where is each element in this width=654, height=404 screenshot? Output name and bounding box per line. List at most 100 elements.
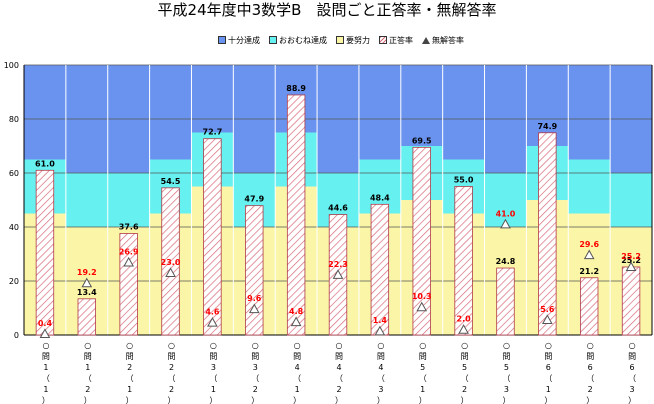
noanswer-marker bbox=[583, 249, 595, 260]
x-tick-label: 問 bbox=[293, 352, 301, 361]
correct-value-label: 21.2 bbox=[579, 267, 599, 276]
chart-title: 平成24年度中3数学B 設問ごと正答率・無解答率 bbox=[157, 1, 497, 19]
correct-bar bbox=[245, 205, 264, 336]
x-tick-label: 問 bbox=[461, 352, 469, 361]
noanswer-marker bbox=[332, 269, 344, 279]
x-tick-label: 問 bbox=[419, 352, 427, 361]
x-tick-label: （ bbox=[84, 374, 92, 383]
legend-label-band-high: 十分達成 bbox=[228, 35, 260, 45]
band-mid bbox=[610, 173, 652, 227]
y-tick-label: 0 bbox=[14, 331, 19, 340]
x-tick-label: 3 bbox=[378, 385, 383, 394]
noanswer-marker bbox=[123, 256, 135, 267]
x-tick-label: 問 bbox=[168, 352, 176, 361]
noanswer-value-label: 0.4 bbox=[38, 319, 53, 328]
x-tick-label: ） bbox=[251, 396, 259, 404]
correct-bar bbox=[203, 138, 222, 336]
noanswer-value-label: 1.4 bbox=[373, 316, 388, 325]
x-tick-label: （ bbox=[42, 374, 50, 383]
x-tick-label: 3 bbox=[504, 385, 509, 394]
x-tick-label: ○ bbox=[461, 341, 468, 350]
y-tick-label: 100 bbox=[4, 61, 19, 70]
correct-value-label: 24.8 bbox=[496, 257, 516, 266]
x-tick-label: 2 bbox=[336, 385, 341, 394]
legend-item-correct: 正答率 bbox=[379, 35, 413, 46]
x-tick-label: 4 bbox=[295, 363, 300, 372]
x-tick-label: ○ bbox=[629, 341, 636, 350]
x-tick-label: ） bbox=[209, 396, 217, 404]
x-tick-label: 問 bbox=[251, 352, 259, 361]
x-tick-label: 5 bbox=[504, 363, 509, 372]
noanswer-marker bbox=[374, 325, 386, 336]
noanswer-marker bbox=[207, 317, 218, 327]
x-tick-label: 1 bbox=[546, 385, 551, 394]
x-tick-label: ） bbox=[168, 396, 176, 404]
noanswer-value-label: 19.2 bbox=[77, 268, 97, 277]
y-tick-label: 40 bbox=[9, 223, 19, 232]
x-tick-label: 2 bbox=[169, 363, 174, 372]
correct-value-label: 74.9 bbox=[537, 122, 557, 131]
x-tick-label: 6 bbox=[630, 363, 635, 372]
x-tick-label: （ bbox=[377, 374, 385, 383]
noanswer-marker bbox=[458, 324, 469, 334]
noanswer-value-label: 10.3 bbox=[412, 292, 432, 301]
noanswer-marker bbox=[248, 303, 260, 314]
x-tick-label: ） bbox=[461, 396, 469, 404]
band-mid bbox=[107, 173, 150, 227]
correct-bar bbox=[538, 132, 557, 336]
x-tick-label: 1 bbox=[295, 385, 300, 394]
x-tick-label: ） bbox=[377, 396, 385, 404]
x-tick-label: ） bbox=[544, 396, 552, 404]
noanswer-value-label: 4.6 bbox=[205, 308, 220, 317]
noanswer-value-label: 22.3 bbox=[328, 260, 348, 269]
correct-value-label: 61.0 bbox=[35, 159, 55, 168]
correct-value-label: 69.5 bbox=[412, 136, 432, 145]
x-tick-label: （ bbox=[586, 374, 594, 383]
correct-bar bbox=[580, 277, 599, 336]
x-tick-label: ○ bbox=[294, 341, 301, 350]
x-tick-label: 問 bbox=[502, 352, 510, 361]
x-tick-label: ） bbox=[335, 396, 343, 404]
legend-label-band-low: 要努力 bbox=[346, 35, 370, 45]
legend-item-band-low: 要努力 bbox=[336, 35, 370, 46]
x-tick-label: 2 bbox=[127, 363, 132, 372]
noanswer-marker bbox=[500, 218, 511, 229]
x-tick-label: 2 bbox=[462, 385, 467, 394]
x-tick-label: ） bbox=[419, 396, 427, 404]
legend-swatch-correct bbox=[379, 36, 387, 44]
x-tick-label: （ bbox=[126, 374, 134, 383]
legend-item-band-high: 十分達成 bbox=[218, 35, 260, 46]
band-mid bbox=[484, 173, 527, 227]
x-tick-label: ○ bbox=[377, 341, 384, 350]
x-tick-label: 問 bbox=[84, 352, 92, 361]
y-tick-label: 80 bbox=[9, 115, 19, 124]
noanswer-marker bbox=[290, 316, 302, 327]
x-tick-label: ○ bbox=[545, 341, 552, 350]
x-tick-label: 4 bbox=[336, 363, 341, 372]
x-tick-label: 1 bbox=[43, 363, 48, 372]
correct-value-label: 54.5 bbox=[161, 177, 181, 186]
correct-value-label: 55.0 bbox=[454, 176, 474, 185]
noanswer-value-label: 4.8 bbox=[289, 307, 304, 316]
x-tick-label: 1 bbox=[127, 385, 132, 394]
correct-bar bbox=[412, 146, 431, 336]
x-tick-label: 3 bbox=[253, 363, 258, 372]
x-tick-label: ） bbox=[586, 396, 594, 404]
noanswer-value-label: 29.6 bbox=[579, 240, 599, 249]
x-tick-label: 1 bbox=[211, 385, 216, 394]
correct-value-label: 44.6 bbox=[328, 204, 348, 213]
x-tick-label: 1 bbox=[420, 385, 425, 394]
x-tick-label: 問 bbox=[335, 352, 343, 361]
legend-label-band-mid: おおむね達成 bbox=[279, 35, 327, 45]
band-high bbox=[24, 65, 66, 160]
legend-item-noanswer: 無解答率 bbox=[422, 35, 464, 46]
legend-label-noanswer: 無解答率 bbox=[432, 35, 464, 45]
correct-value-label: 25.2 bbox=[621, 256, 641, 265]
noanswer-marker bbox=[625, 261, 637, 272]
x-tick-label: 2 bbox=[85, 385, 90, 394]
band-high bbox=[400, 65, 443, 146]
noanswer-marker bbox=[416, 301, 428, 312]
band-high bbox=[149, 65, 192, 160]
x-tick-label: ○ bbox=[210, 341, 217, 350]
